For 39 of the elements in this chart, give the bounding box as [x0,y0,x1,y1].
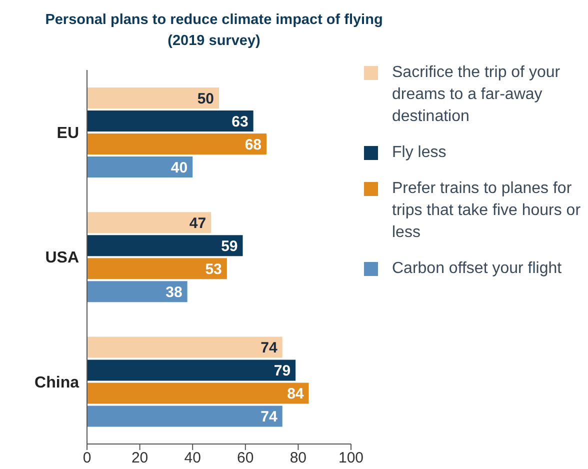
legend-label: Sacrifice the trip of your dreams to a far-away destination [392,63,562,127]
data-label: 47 [189,214,206,232]
data-label: 40 [170,159,188,176]
data-label: 74 [260,408,278,426]
x-tick-label: 60 [237,450,254,467]
data-label: 79 [274,362,291,380]
bar [87,360,296,381]
data-label: 53 [205,260,222,278]
data-label: 63 [232,113,248,130]
data-label: 59 [221,238,238,255]
chart-subtitle: (2019 survey) [166,32,262,51]
bar [87,133,267,154]
y-tick-label: USA [45,250,80,267]
data-label: 84 [287,386,304,403]
bar [87,258,227,280]
y-tick-label: China [34,374,80,392]
x-tick-label: 40 [184,450,201,467]
bar [87,87,219,108]
x-tick-label: 100 [338,450,364,467]
x-tick-label: 20 [131,450,148,467]
bar [87,235,243,256]
legend-label: Prefer trains to planes for trips that take five hours or less [392,179,582,243]
bar [87,212,212,234]
data-label: 38 [166,284,182,301]
x-tick-label: 0 [82,450,92,467]
bar [87,110,254,132]
data-label: 68 [244,136,262,154]
x-tick-label: 80 [290,450,307,467]
bar [87,382,309,404]
bar [87,281,188,302]
chart-title: Personal plans to reduce climate impact of flying [44,11,384,30]
bar [87,156,193,178]
data-label: 50 [197,90,214,108]
legend-label: Carbon offset your flight [392,259,562,279]
legend-label: Fly less [392,143,446,163]
data-label: 74 [260,340,278,357]
bar [87,336,282,358]
y-tick-label: EU [56,125,79,142]
bar [87,406,282,427]
